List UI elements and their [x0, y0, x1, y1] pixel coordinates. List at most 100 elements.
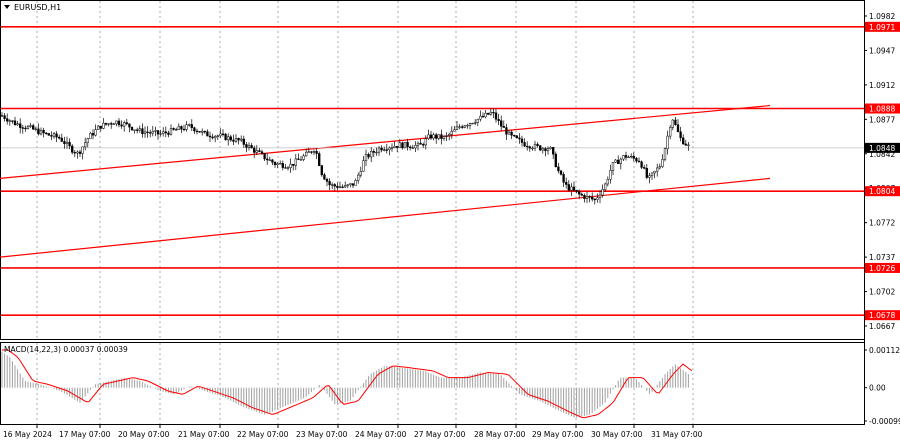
candle-body	[117, 120, 121, 126]
candle-body	[630, 155, 633, 158]
level-price-badge[interactable]	[865, 310, 900, 321]
candle-body	[474, 122, 477, 124]
candle-body	[546, 148, 550, 152]
macd-signal-line	[2, 349, 693, 419]
chart-title: EURUSD,H1	[14, 3, 61, 12]
price-tick-label: 1.0702	[869, 288, 895, 297]
candle-body	[107, 123, 110, 125]
candle-body	[450, 130, 453, 135]
candle-body	[466, 125, 469, 127]
candle-body	[115, 120, 118, 125]
candle-body	[21, 127, 24, 129]
candle-body	[318, 153, 321, 166]
candle-body	[312, 151, 316, 153]
candle-body	[292, 163, 295, 166]
candle-body	[637, 160, 641, 163]
time-grid	[36, 1, 694, 424]
candle-body	[453, 129, 456, 132]
macd-axis: 0.00112 0.00 -0.00099	[864, 346, 900, 426]
candle-body	[76, 151, 79, 154]
candle-body	[193, 127, 196, 132]
price-tick-label: 1.0667	[869, 322, 895, 331]
candle-body	[388, 147, 391, 151]
candle-body	[653, 170, 656, 174]
candle-body	[375, 151, 378, 154]
candle-body	[71, 145, 74, 153]
candle-body	[104, 122, 108, 125]
candle-body	[229, 136, 232, 141]
candle-body	[182, 128, 186, 131]
candle-body	[331, 184, 334, 186]
price-axis[interactable]: 1.09821.09471.09121.08771.08421.08071.07…	[864, 12, 900, 331]
time-tick-label: 20 May 07:00	[118, 430, 170, 439]
candle-body	[419, 142, 422, 145]
candle-body	[268, 159, 271, 161]
candle-body	[143, 131, 147, 134]
candle-body	[559, 170, 563, 175]
level-price-badge[interactable]	[865, 262, 900, 273]
candle-body	[502, 126, 505, 128]
candle-body	[617, 159, 620, 165]
candle-body	[656, 167, 659, 172]
channel-line-lower[interactable]	[0, 177, 771, 258]
level-price-badge[interactable]	[865, 186, 900, 197]
candle-body	[89, 133, 92, 139]
candle-body	[266, 158, 269, 161]
candle-body	[624, 155, 628, 158]
candle-body	[455, 126, 459, 130]
candle-body	[273, 162, 277, 165]
candle-body	[648, 175, 651, 178]
candle-body	[42, 130, 45, 134]
level-price-label: 1.0888	[869, 105, 895, 114]
candle-body	[8, 120, 11, 122]
candle-body	[0, 115, 4, 117]
candle-body	[354, 180, 357, 186]
candle-body	[245, 144, 248, 148]
candle-body	[666, 135, 669, 150]
candle-body	[585, 195, 589, 199]
macd-indicator[interactable]	[1, 349, 693, 419]
candles[interactable]	[0, 108, 690, 205]
candle-body	[328, 181, 331, 186]
price-tick-label: 1.0772	[869, 219, 895, 228]
channel-line-upper[interactable]	[0, 104, 771, 179]
candle-body	[518, 137, 521, 140]
candle-body	[271, 159, 274, 163]
candle-body	[619, 158, 622, 165]
trend-channel[interactable]	[0, 104, 771, 258]
level-price-badge[interactable]	[865, 103, 900, 114]
candle-body	[302, 155, 305, 160]
candle-body	[39, 130, 43, 135]
horizontal-levels[interactable]	[1, 26, 864, 316]
candle-body	[99, 125, 102, 129]
candle-body	[500, 120, 503, 127]
candle-body	[390, 147, 394, 149]
price-tick-label: 1.0947	[869, 46, 895, 55]
candle-body	[78, 151, 82, 154]
candle-body	[169, 128, 173, 135]
candle-body	[591, 196, 594, 200]
candle-body	[128, 123, 131, 128]
candle-body	[315, 151, 318, 154]
candle-body	[185, 124, 188, 130]
candle-body	[224, 133, 227, 141]
candle-body	[359, 171, 362, 176]
candle-body	[539, 145, 542, 151]
triangle-down-icon[interactable]	[4, 5, 10, 9]
candle-body	[429, 134, 433, 139]
time-tick-label: 23 May 07:00	[296, 430, 348, 439]
candle-body	[320, 165, 323, 176]
candle-body	[68, 141, 71, 147]
candle-body	[255, 150, 258, 153]
candle-body	[463, 125, 466, 128]
candle-body	[380, 147, 383, 151]
candle-body	[541, 148, 544, 151]
candle-body	[645, 168, 648, 178]
time-tick-label: 21 May 07:00	[178, 430, 230, 439]
time-axis[interactable]: 16 May 2024 17 May 07:00 20 May 07:00 21 Ma…	[3, 425, 703, 439]
macd-tick-label: 0.00	[869, 384, 886, 393]
candle-body	[120, 124, 123, 127]
level-price-badge[interactable]	[865, 21, 900, 32]
